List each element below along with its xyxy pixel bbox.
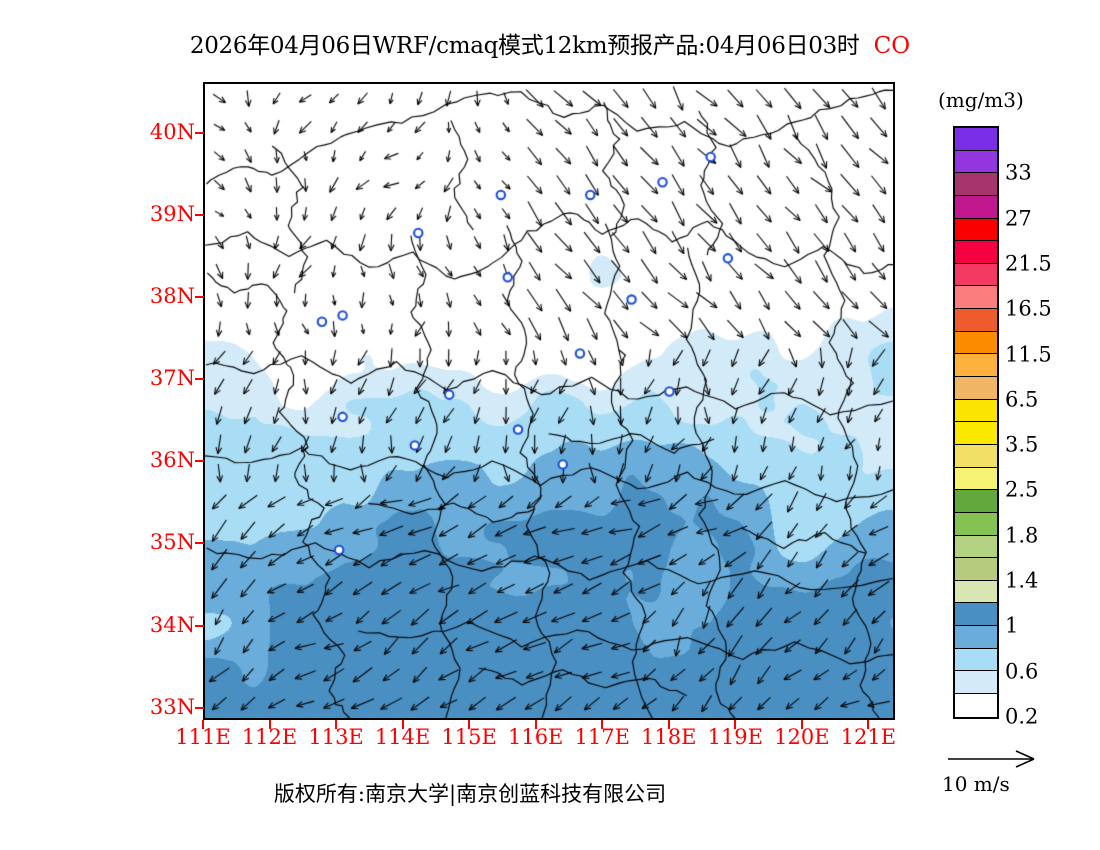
colorbar-cell: [955, 195, 997, 219]
latitude-tick-label: 40N: [149, 119, 195, 144]
longitude-tick-mark: [335, 720, 338, 729]
colorbar-tick-label: 3.5: [1005, 432, 1039, 457]
colorbar-tick-label: 1.8: [1005, 523, 1039, 548]
longitude-tick-mark: [800, 720, 803, 729]
latitude-tick-label: 34N: [149, 612, 195, 637]
colorbar-units-label: (mg/m3): [938, 88, 1024, 112]
longitude-tick-label: 117E: [574, 725, 630, 749]
longitude-tick-mark: [534, 720, 537, 729]
colorbar-cell: [955, 218, 997, 242]
longitude-tick-mark: [468, 720, 471, 729]
colorbar-cell: [955, 331, 997, 355]
colorbar-cell: [955, 467, 997, 491]
longitude-tick-mark: [667, 720, 670, 729]
colorbar-tick-label: 27: [1005, 206, 1032, 231]
longitude-tick-mark: [734, 720, 737, 729]
colorbar-cell: [955, 444, 997, 468]
colorbar-cell: [955, 671, 997, 695]
longitude-tick-mark: [401, 720, 404, 729]
longitude-tick-label: 114E: [374, 725, 431, 749]
latitude-tick-label: 33N: [149, 694, 195, 719]
colorbar-tick-label: 1.4: [1005, 568, 1039, 593]
colorbar-tick-label: 33: [1005, 160, 1032, 185]
colorbar-cell: [955, 399, 997, 423]
longitude-tick-mark: [601, 720, 604, 729]
latitude-tick-label: 39N: [149, 202, 195, 227]
latitude-tick-label: 37N: [149, 366, 195, 391]
colorbar-cell: [955, 535, 997, 559]
footer-copyright: 版权所有:南京大学|南京创蓝科技有限公司: [0, 778, 1100, 808]
colorbar-cell: [955, 263, 997, 287]
longitude-tick-label: 115E: [441, 725, 497, 749]
colorbar[interactable]: [953, 126, 999, 719]
colorbar-cell: [955, 377, 997, 400]
colorbar-tick-label: 0.6: [1005, 659, 1039, 684]
colorbar-tick-label: 0.2: [1005, 704, 1039, 729]
longitude-tick-label: 113E: [308, 725, 364, 749]
colorbar-tick-label: 21.5: [1005, 251, 1052, 276]
longitude-tick-label: 112E: [241, 725, 298, 749]
colorbar-cell: [955, 309, 997, 332]
map-plot-area[interactable]: [203, 82, 895, 720]
longitude-tick-label: 120E: [774, 725, 830, 749]
colorbar-tick-labels: 33 27 21.5 16.5 11.5 6.5 3.5 2.5 1.8 1.4 1 0.6 0.2: [1005, 126, 1100, 727]
longitude-tick-mark: [202, 720, 204, 729]
footer-text: 版权所有:南京大学|南京创蓝科技有限公司: [273, 782, 667, 806]
longitude-tick-label: 118E: [641, 725, 697, 749]
colorbar-cell: [955, 422, 997, 445]
longitude-tick-mark: [867, 720, 870, 729]
latitude-tick-label: 35N: [149, 530, 195, 555]
colorbar-cell: [955, 694, 997, 717]
latitude-tick-mark: [195, 460, 204, 463]
latitude-tick-mark: [195, 131, 204, 134]
colorbar-cell: [955, 241, 997, 264]
chart-title: 2026年04月06日WRF/cmaq模式12km预报产品:04月06日03时 C…: [0, 26, 1100, 60]
colorbar-tick-label: 1: [1005, 613, 1019, 638]
colorbar-cell: [955, 150, 997, 174]
title-main-text: 2026年04月06日WRF/cmaq模式12km预报产品:04月06日03时: [189, 33, 860, 59]
latitude-tick-mark: [195, 214, 204, 217]
colorbar-cell: [955, 558, 997, 581]
latitude-tick-mark: [195, 296, 204, 299]
colorbar-tick-label: 16.5: [1005, 296, 1052, 321]
colorbar-cell: [955, 354, 997, 378]
colorbar-cell: [955, 490, 997, 513]
wind-vectors-and-borders-canvas: [205, 84, 893, 718]
colorbar-cell: [955, 286, 997, 310]
latitude-axis: 40N 39N 38N 37N 36N 35N 34N 33N: [135, 0, 195, 850]
longitude-tick-label: 121E: [840, 725, 897, 749]
colorbar-cell: [955, 603, 997, 627]
latitude-tick-mark: [195, 378, 204, 381]
colorbar-tick-label: 2.5: [1005, 477, 1039, 502]
latitude-tick-label: 36N: [149, 448, 195, 473]
colorbar-cell: [955, 128, 997, 151]
wind-scale-legend: 10 m/s: [940, 748, 1090, 803]
longitude-tick-label: 111E: [175, 725, 231, 749]
latitude-tick-mark: [195, 542, 204, 545]
colorbar-cell: [955, 648, 997, 672]
latitude-tick-mark: [195, 706, 204, 709]
latitude-tick-mark: [195, 624, 204, 627]
colorbar-tick-label: 6.5: [1005, 387, 1039, 412]
wind-scale-label: 10 m/s: [942, 772, 1010, 796]
colorbar-cell: [955, 512, 997, 536]
title-species-label: CO: [873, 33, 911, 59]
colorbar-cell: [955, 173, 997, 196]
longitude-tick-label: 119E: [707, 725, 763, 749]
colorbar-cell: [955, 626, 997, 649]
colorbar-tick-label: 11.5: [1005, 342, 1052, 367]
latitude-tick-label: 38N: [149, 284, 195, 309]
longitude-tick-label: 116E: [507, 725, 564, 749]
right-arrow-icon: [948, 750, 1035, 768]
longitude-tick-mark: [268, 720, 271, 729]
colorbar-cell: [955, 580, 997, 604]
